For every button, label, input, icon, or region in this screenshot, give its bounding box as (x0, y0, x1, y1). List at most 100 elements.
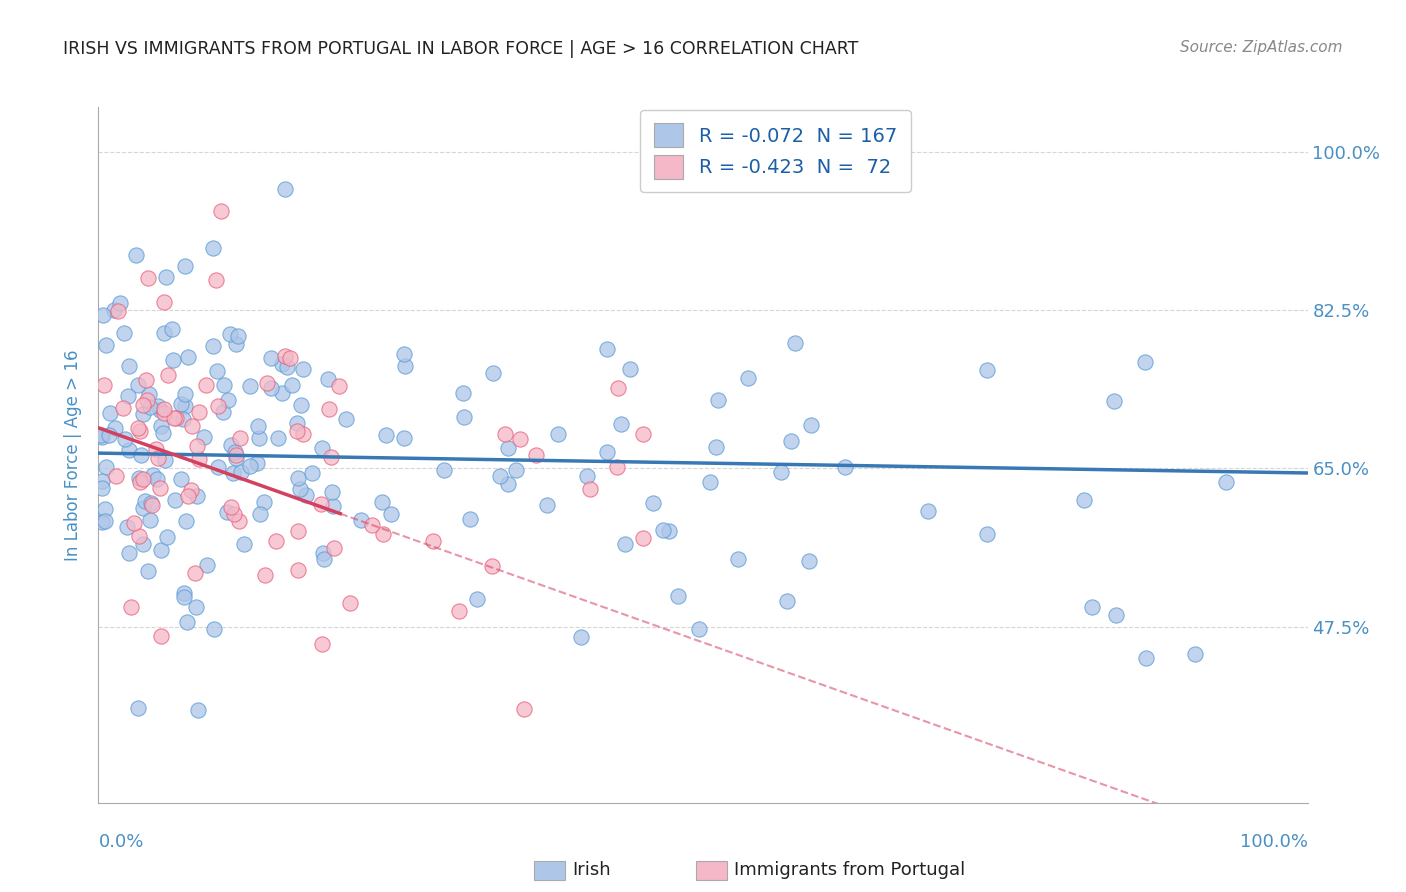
Point (495, 427, 517, 442)
Point (128, 528, 150, 542)
Point (142, 467, 165, 482)
Legend: R = -0.072  N = 167, R = -0.423  N =  72: R = -0.072 N = 167, R = -0.423 N = 72 (641, 110, 911, 193)
Point (335, 412, 357, 426)
Point (129, 475, 152, 489)
Point (727, 552, 749, 566)
Point (394, 431, 416, 445)
Point (218, 327, 240, 342)
Point (254, 568, 277, 582)
Point (374, 428, 396, 442)
Point (1184, 647, 1206, 661)
Point (291, 362, 314, 376)
Point (90, 430, 112, 444)
Point (139, 496, 162, 510)
Point (173, 590, 195, 604)
Point (174, 514, 197, 528)
Point (134, 494, 156, 508)
Point (295, 488, 318, 502)
Point (287, 524, 309, 538)
Point (94, 502, 117, 516)
Point (976, 363, 998, 377)
Point (449, 604, 471, 618)
Point (128, 471, 150, 485)
Point (547, 426, 569, 441)
Text: Irish: Irish (572, 861, 610, 879)
Point (170, 397, 193, 411)
Point (312, 545, 335, 559)
Point (467, 591, 489, 606)
Point (117, 389, 139, 403)
Point (129, 424, 152, 438)
Point (1133, 355, 1156, 369)
Point (118, 443, 141, 458)
Text: Source: ZipAtlas.com: Source: ZipAtlas.com (1180, 40, 1343, 55)
Point (225, 337, 247, 351)
Point (115, 520, 138, 534)
Point (228, 514, 250, 528)
Point (301, 466, 323, 480)
Point (319, 450, 342, 464)
Point (120, 599, 142, 614)
Point (145, 442, 167, 456)
Point (91, 475, 114, 489)
Point (136, 271, 159, 285)
Point (188, 451, 211, 466)
Point (481, 366, 503, 380)
Point (173, 586, 195, 600)
Point (139, 513, 162, 527)
Point (288, 482, 311, 496)
Point (323, 541, 346, 556)
Point (524, 448, 547, 462)
Point (666, 590, 689, 604)
Point (108, 295, 131, 310)
Point (285, 416, 308, 430)
Point (339, 596, 361, 610)
Point (138, 387, 160, 401)
Point (94, 337, 117, 351)
Y-axis label: In Labor Force | Age > 16: In Labor Force | Age > 16 (65, 349, 83, 561)
Point (290, 398, 312, 412)
Point (149, 403, 172, 417)
Point (311, 442, 333, 456)
Point (174, 387, 197, 401)
Point (267, 431, 290, 445)
Text: 100.0%: 100.0% (1240, 833, 1308, 851)
Point (149, 629, 172, 643)
Point (172, 411, 194, 425)
Point (165, 410, 187, 425)
Point (180, 483, 202, 497)
Point (349, 513, 371, 527)
Point (219, 500, 242, 515)
Point (488, 469, 510, 483)
Point (321, 485, 343, 500)
Point (631, 531, 654, 545)
Point (607, 381, 630, 395)
Point (170, 472, 193, 486)
Point (453, 409, 475, 424)
Point (614, 537, 637, 551)
Point (226, 328, 249, 343)
Point (193, 430, 215, 444)
Point (776, 593, 799, 607)
Point (707, 393, 730, 408)
Point (770, 466, 793, 480)
Point (619, 361, 641, 376)
Point (141, 498, 163, 512)
Point (139, 400, 162, 414)
Point (204, 273, 226, 287)
Point (195, 378, 218, 392)
Point (481, 558, 503, 573)
Point (153, 406, 176, 420)
Point (231, 465, 253, 479)
Point (136, 564, 159, 578)
Text: IRISH VS IMMIGRANTS FROM PORTUGAL IN LABOR FORCE | AGE > 16 CORRELATION CHART: IRISH VS IMMIGRANTS FROM PORTUGAL IN LAB… (63, 40, 859, 58)
Point (834, 460, 856, 475)
Point (249, 507, 271, 521)
Point (90, 428, 112, 442)
Point (221, 438, 243, 452)
Point (688, 622, 710, 636)
Point (232, 537, 254, 551)
Point (153, 326, 176, 341)
Point (186, 439, 208, 453)
Point (222, 467, 245, 481)
